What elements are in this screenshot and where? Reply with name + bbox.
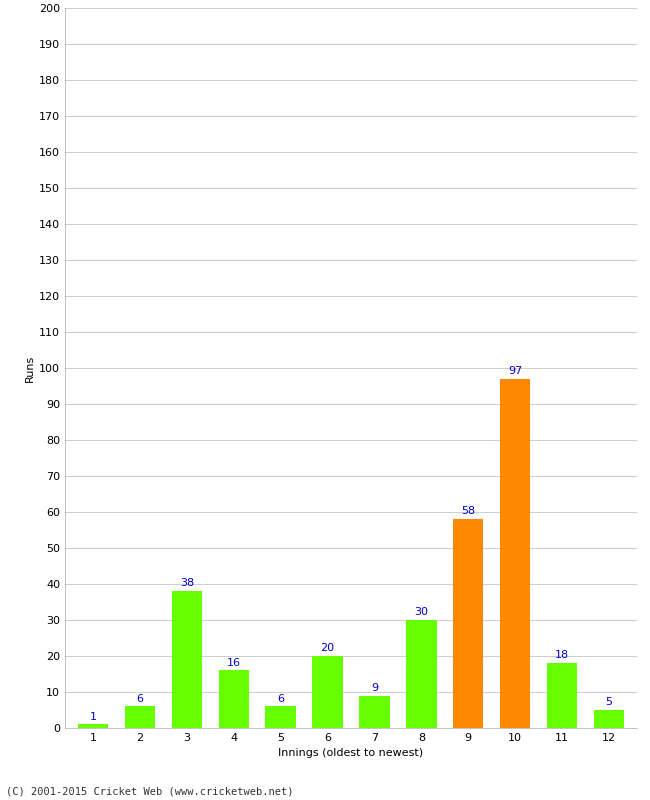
Text: 1: 1 — [90, 711, 97, 722]
Bar — [78, 725, 109, 728]
Text: (C) 2001-2015 Cricket Web (www.cricketweb.net): (C) 2001-2015 Cricket Web (www.cricketwe… — [6, 786, 294, 796]
Bar — [500, 379, 530, 728]
Text: 30: 30 — [414, 607, 428, 617]
X-axis label: Innings (oldest to newest): Innings (oldest to newest) — [278, 749, 424, 758]
Bar — [359, 696, 390, 728]
Text: 58: 58 — [461, 506, 475, 516]
Bar — [218, 670, 249, 728]
Text: 6: 6 — [277, 694, 284, 703]
Text: 20: 20 — [320, 643, 335, 653]
Bar — [593, 710, 624, 728]
Bar — [125, 706, 155, 728]
Bar — [172, 591, 202, 728]
Y-axis label: Runs: Runs — [25, 354, 35, 382]
Bar — [265, 706, 296, 728]
Bar — [406, 620, 437, 728]
Text: 9: 9 — [371, 682, 378, 693]
Text: 18: 18 — [555, 650, 569, 660]
Text: 38: 38 — [180, 578, 194, 588]
Bar — [547, 663, 577, 728]
Text: 5: 5 — [605, 697, 612, 707]
Text: 16: 16 — [227, 658, 240, 667]
Bar — [453, 519, 484, 728]
Text: 97: 97 — [508, 366, 522, 376]
Text: 6: 6 — [136, 694, 144, 703]
Bar — [312, 656, 343, 728]
